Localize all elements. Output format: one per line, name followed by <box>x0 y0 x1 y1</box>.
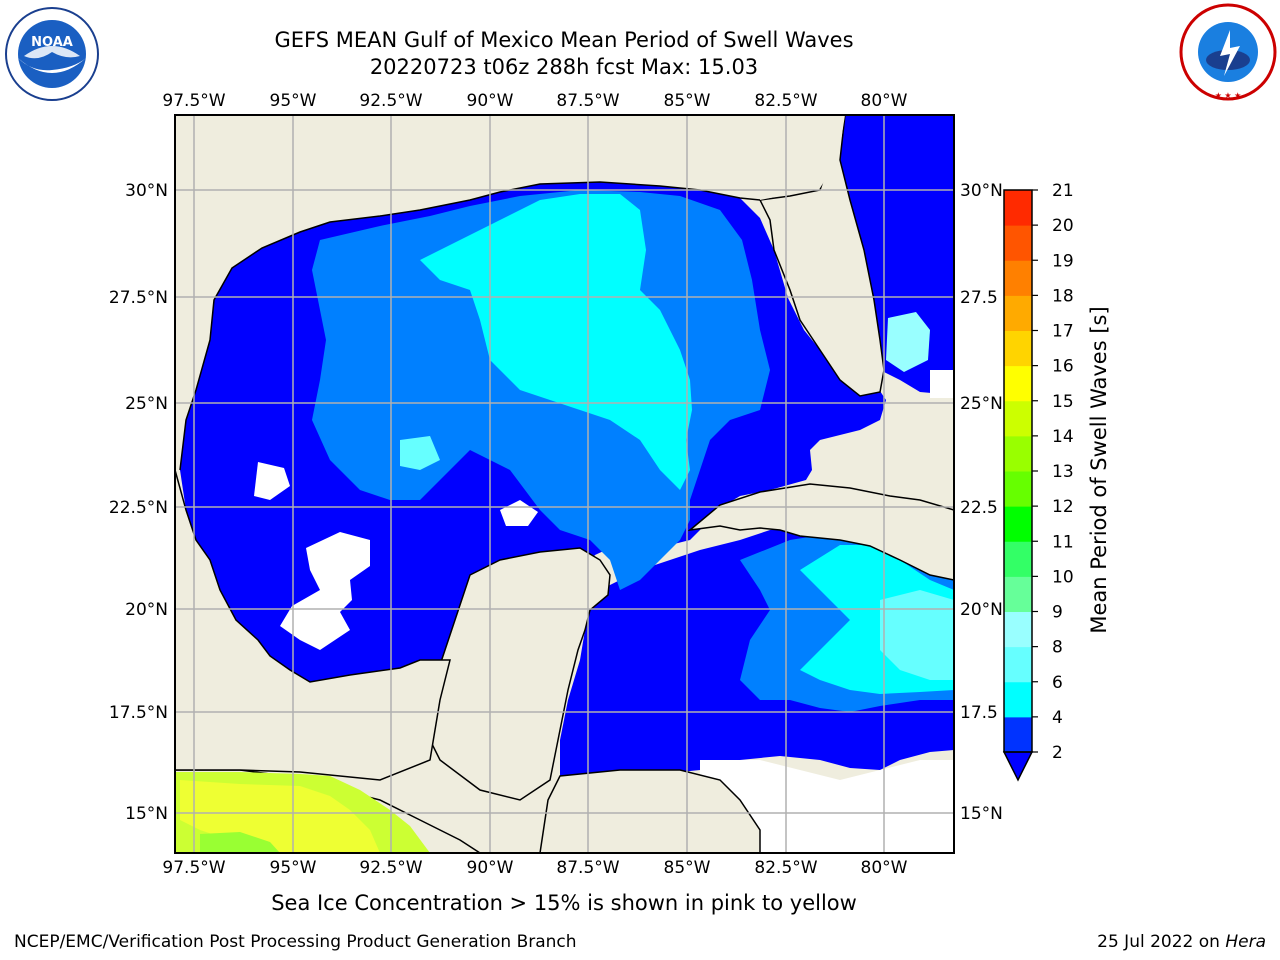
colorbar-segment <box>1004 611 1032 648</box>
colorbar-segment <box>1004 435 1032 472</box>
lon-label: 92.5°W <box>359 91 422 111</box>
colorbar-segment <box>1004 330 1032 367</box>
nodata-patch-west <box>254 462 290 500</box>
lon-label: 95°W <box>270 91 317 111</box>
footer-date: 25 Jul 2022 on Hera <box>1097 932 1266 952</box>
colorbar-segment <box>1004 365 1032 402</box>
lon-label: 82.5°W <box>754 91 817 111</box>
lon-label: 90°W <box>467 91 514 111</box>
lon-label: 97.5°W <box>162 858 225 878</box>
sea-ice-note: Sea Ice Concentration > 15% is shown in … <box>271 891 857 915</box>
colorbar-segment <box>1004 646 1032 683</box>
lat-label: 30°N <box>125 181 168 201</box>
lon-label: 95°W <box>270 858 317 878</box>
lat-label: 27.5°N <box>109 288 168 308</box>
colorbar-tick-label: 9 <box>1052 603 1063 623</box>
gulf-swell-6-7 <box>420 194 692 490</box>
lon-labels-top: 97.5°W 95°W 92.5°W 90°W 87.5°W 85°W 82.5… <box>162 91 907 111</box>
lon-label: 85°W <box>664 91 711 111</box>
lon-label: 97.5°W <box>162 91 225 111</box>
colorbar: 2 4 6 8 9 10 11 12 13 14 15 16 17 18 19 20 21 <box>1002 181 1074 782</box>
lat-labels-left: 30°N 27.5°N 25°N 22.5°N 20°N 17.5°N 15°N <box>109 181 168 824</box>
land-yucatan <box>409 547 611 801</box>
colorbar-segment <box>1004 225 1032 261</box>
lon-label: 80°W <box>861 91 908 111</box>
lon-label: 80°W <box>861 858 908 878</box>
colorbar-tick-label: 14 <box>1052 427 1074 447</box>
graticule <box>175 115 954 853</box>
lat-label: 27.5 <box>960 288 998 308</box>
colorbar-tick-label: 2 <box>1052 743 1063 763</box>
footer-branch: NCEP/EMC/Verification Post Processing Pr… <box>14 932 577 952</box>
atlantic-swell-8-9 <box>886 312 930 372</box>
land-mexico-west <box>175 469 451 781</box>
colorbar-segment <box>1004 576 1032 612</box>
lon-labels-bottom: 97.5°W 95°W 92.5°W 90°W 87.5°W 85°W 82.5… <box>162 858 907 878</box>
colorbar-tick-label: 16 <box>1052 357 1074 377</box>
colorbar-label: Mean Period of Swell Waves [s] <box>1087 306 1111 633</box>
lon-label: 82.5°W <box>754 858 817 878</box>
land-cuba <box>687 483 954 581</box>
lat-labels-right: 30°N 27.5 25°N 22.5 20°N 17.5 15°N <box>960 181 1003 824</box>
nodata-patch-florida-keys <box>930 370 954 398</box>
lat-label: 20°N <box>960 600 1003 620</box>
lon-label: 92.5°W <box>359 858 422 878</box>
us-coastline <box>179 181 761 471</box>
colorbar-tick-label: 13 <box>1052 462 1074 482</box>
lat-label: 25°N <box>125 394 168 414</box>
lat-label: 15°N <box>960 804 1003 824</box>
lat-label: 22.5°N <box>109 498 168 518</box>
colorbar-tick-label: 11 <box>1052 532 1074 552</box>
lat-label: 17.5°N <box>109 703 168 723</box>
lon-label: 87.5°W <box>556 91 619 111</box>
colorbar-tick-label: 4 <box>1052 708 1063 728</box>
lat-label: 30°N <box>960 181 1003 201</box>
colorbar-tick-label: 17 <box>1052 322 1074 342</box>
colorbar-segment <box>1004 400 1032 437</box>
footer-host: Hera <box>1225 932 1266 952</box>
svg-text:★ ★ ★: ★ ★ ★ <box>1215 91 1242 100</box>
footer-date-text: 25 Jul 2022 on <box>1097 932 1226 952</box>
map-subtitle-run: 20220723 t06z 288h fcst Max: 15.03 <box>369 55 759 79</box>
map-frame <box>174 114 955 854</box>
gulf-swell-7-8 <box>400 436 440 470</box>
colorbar-segment <box>1004 506 1032 542</box>
colorbar-tick-label: 12 <box>1052 497 1074 517</box>
lat-label: 17.5 <box>960 703 998 723</box>
colorbar-tick-label: 21 <box>1052 181 1074 201</box>
colorbar-tick-label: 6 <box>1052 673 1063 693</box>
lon-label: 85°W <box>664 858 711 878</box>
caribbean-swell-7-8 <box>880 590 954 680</box>
lat-label: 20°N <box>125 600 168 620</box>
colorbar-segment <box>1004 295 1032 331</box>
colorbar-tick-label: 18 <box>1052 286 1074 306</box>
lat-label: 15°N <box>125 804 168 824</box>
noaa-logo: NOAA <box>5 7 99 101</box>
colorbar-segment <box>1004 681 1032 718</box>
colorbar-segment <box>1004 260 1032 296</box>
colorbar-tick-label: 10 <box>1052 567 1074 587</box>
lon-label: 90°W <box>467 858 514 878</box>
land-us-north <box>175 115 845 470</box>
colorbar-tick-label: 19 <box>1052 251 1074 271</box>
map-title: GEFS MEAN Gulf of Mexico Mean Period of … <box>274 28 854 52</box>
nws-logo: ★ ★ ★ <box>1179 3 1277 101</box>
colorbar-tick-label: 8 <box>1052 638 1063 658</box>
colorbar-segment <box>1004 471 1032 507</box>
lon-label: 87.5°W <box>556 858 619 878</box>
nodata-patch-sw <box>280 532 370 650</box>
lat-label: 25°N <box>960 394 1003 414</box>
noaa-logo-text: NOAA <box>31 35 73 50</box>
colorbar-tick-label: 15 <box>1052 392 1074 412</box>
colorbar-segment <box>1004 190 1032 226</box>
colorbar-segment <box>1004 541 1032 577</box>
nodata-patch-se <box>700 760 954 853</box>
colorbar-segment <box>1004 716 1032 753</box>
colorbar-extend-triangle <box>1002 751 1034 782</box>
lat-label: 22.5 <box>960 498 998 518</box>
map-plot-area <box>175 115 954 853</box>
colorbar-tick-label: 20 <box>1052 216 1074 236</box>
ice-region-green <box>200 832 280 853</box>
